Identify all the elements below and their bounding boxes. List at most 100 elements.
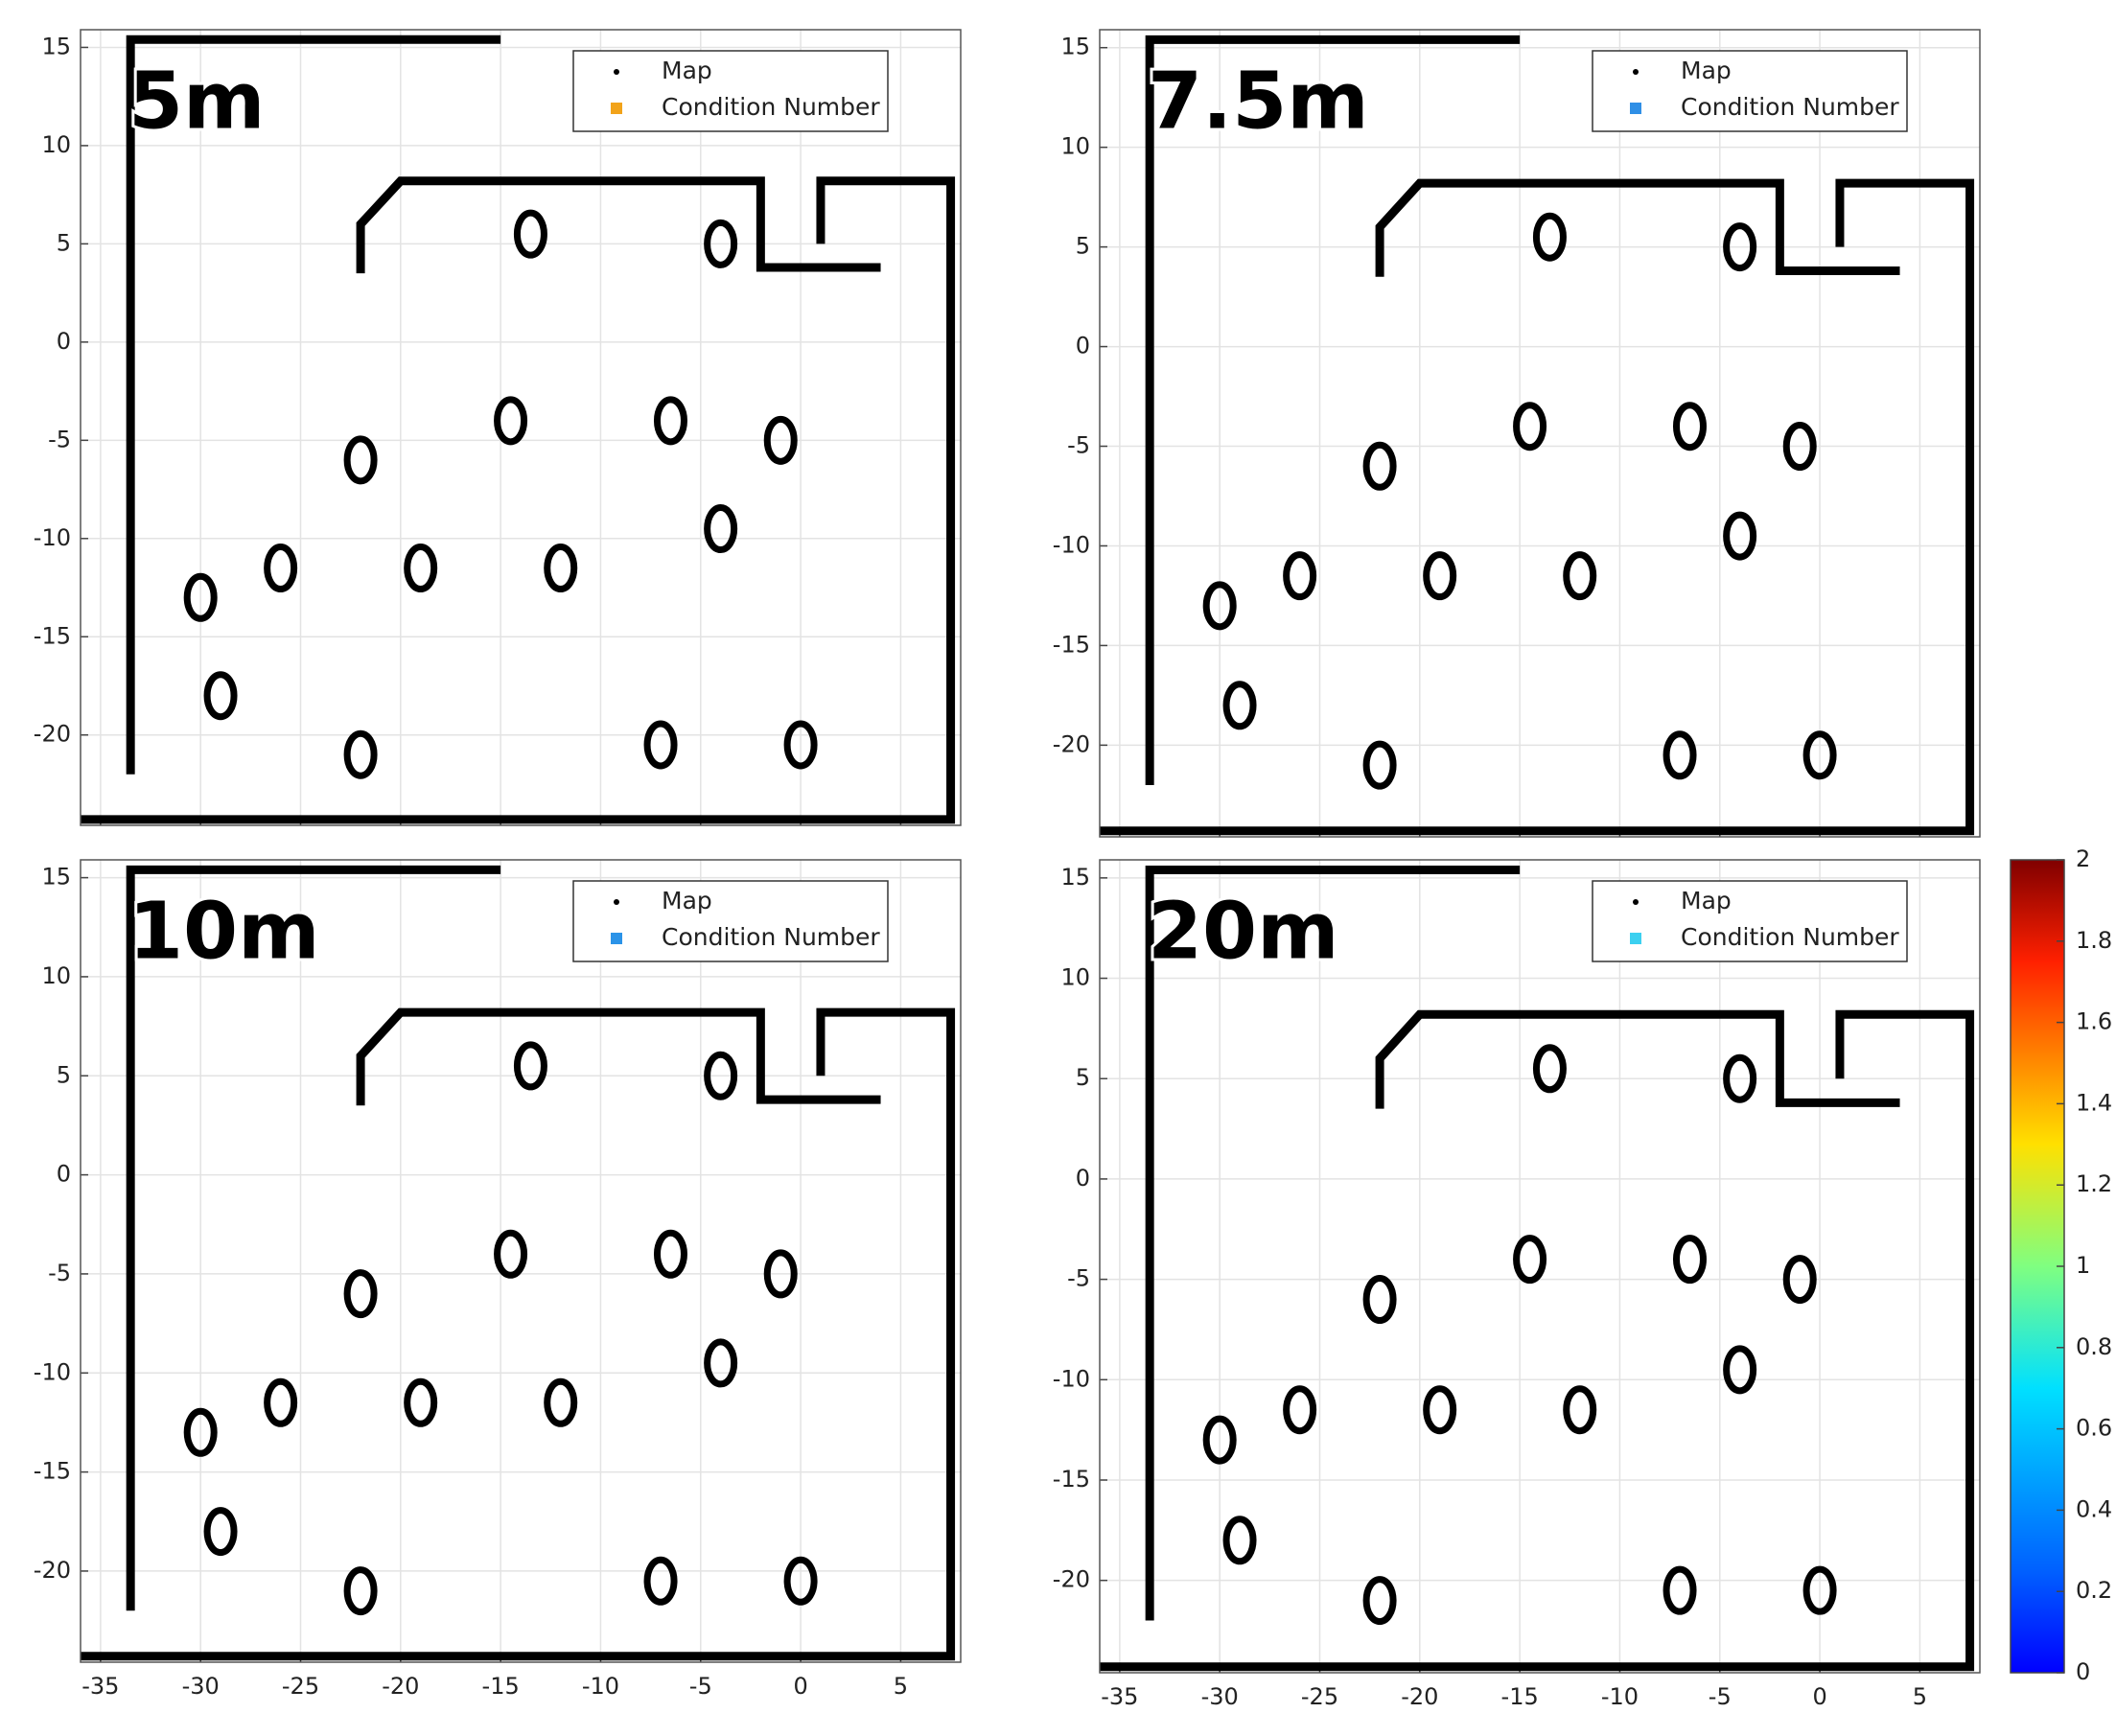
legend-label: Map	[1681, 887, 1732, 914]
y-tick-label: 10	[41, 131, 71, 158]
colorbar-tick-label: 1.2	[2076, 1170, 2112, 1197]
colorbar-tick-label: 1.4	[2076, 1089, 2112, 1116]
y-tick-label: 5	[57, 229, 71, 256]
y-tick-label: -20	[34, 721, 71, 748]
colorbar-tick-label: 1.8	[2076, 927, 2112, 954]
map-obstacle	[203, 671, 238, 721]
x-tick-label: -25	[1301, 1683, 1338, 1710]
map-obstacle	[264, 544, 298, 593]
x-tick-label: -30	[182, 1673, 220, 1700]
legend-label: Condition Number	[662, 923, 880, 951]
y-tick-label: -15	[1053, 631, 1090, 658]
legend-box	[572, 50, 889, 132]
map-obstacle	[1423, 551, 1457, 601]
map-obstacle	[1513, 402, 1547, 451]
legend-marker	[1633, 899, 1639, 905]
map-obstacle	[1802, 730, 1837, 780]
map-obstacle	[1513, 1235, 1547, 1285]
map-obstacle	[763, 415, 798, 465]
map-obstacle	[1663, 1565, 1697, 1615]
map-obstacle	[783, 720, 818, 770]
panel: -20 -15 -10 -5 0 5 10 15 7.5m Map Condition Number	[1053, 29, 1981, 838]
x-tick-label: -35	[1101, 1683, 1138, 1710]
map-wall	[1100, 178, 1975, 836]
panel-label: 20m	[1148, 886, 1339, 977]
map-wall	[81, 176, 956, 824]
map-obstacle	[513, 1041, 547, 1091]
y-tick-label: 0	[1076, 1165, 1090, 1192]
map-obstacle	[704, 219, 738, 268]
map-obstacle	[653, 1229, 687, 1279]
map-obstacle	[404, 544, 438, 593]
colorbar-tick-label: 0.6	[2076, 1415, 2112, 1442]
map-obstacle	[1782, 1255, 1817, 1305]
y-tick-label: -15	[1053, 1466, 1090, 1493]
map-wall	[1145, 35, 1521, 785]
y-tick-label: 15	[41, 864, 71, 891]
x-tick-label: -10	[1601, 1683, 1639, 1710]
map-obstacle	[1663, 730, 1697, 780]
map-obstacle	[544, 1377, 578, 1427]
legend-marker	[1633, 69, 1639, 75]
map-obstacle	[704, 504, 738, 554]
y-tick-label: 5	[1076, 233, 1090, 260]
map-obstacle	[1362, 1275, 1397, 1325]
y-tick-label: 10	[1060, 964, 1090, 991]
y-tick-label: -10	[1053, 531, 1090, 558]
y-tick-label: 0	[57, 328, 71, 355]
map-obstacle	[1362, 441, 1397, 491]
y-tick-label: 10	[1060, 133, 1090, 160]
map-wall	[1145, 865, 1521, 1621]
y-tick-label: -20	[1053, 1566, 1090, 1593]
y-tick-label: -20	[34, 1557, 71, 1584]
map-wall	[1375, 178, 1900, 277]
y-tick-label: 0	[57, 1161, 71, 1188]
map-obstacle	[1202, 1415, 1237, 1465]
legend-box	[1592, 50, 1908, 132]
map-obstacle	[1782, 422, 1817, 472]
y-tick-label: -20	[1053, 730, 1090, 757]
x-tick-label: 0	[1812, 1683, 1826, 1710]
map-wall	[1100, 1009, 1975, 1672]
legend-marker	[611, 933, 622, 944]
map-obstacle	[1723, 1345, 1757, 1395]
colorbar	[2010, 859, 2065, 1674]
y-tick-label: -10	[1053, 1365, 1090, 1392]
map-obstacle	[1202, 581, 1237, 631]
y-tick-label: 15	[1060, 864, 1090, 891]
colorbar-tick-label: 0	[2076, 1658, 2090, 1685]
legend-marker	[614, 899, 619, 905]
y-tick-label: -10	[34, 1358, 71, 1385]
map-obstacle	[704, 1051, 738, 1100]
x-tick-label: -10	[582, 1673, 619, 1700]
legend-marker	[1630, 103, 1641, 114]
x-tick-label: -5	[1709, 1683, 1732, 1710]
x-tick-label: 5	[1913, 1683, 1927, 1710]
x-tick-label: -20	[382, 1673, 419, 1700]
map-obstacle	[183, 572, 218, 622]
legend-label: Map	[662, 887, 712, 914]
y-tick-label: -5	[1067, 1265, 1090, 1292]
map-obstacle	[1222, 1516, 1257, 1565]
panel: -20 -15 -10 -5 0 5 10 15 -35 -30 -25 -20 -15 -10 -5 0 5 1…	[34, 859, 962, 1700]
map-obstacle	[203, 1507, 238, 1557]
y-tick-label: -10	[34, 524, 71, 551]
legend-box	[572, 880, 889, 962]
map-wall	[81, 1007, 956, 1661]
x-tick-label: -25	[282, 1673, 319, 1700]
map-obstacle	[264, 1377, 298, 1427]
map-obstacle	[1723, 511, 1757, 561]
map-wall	[126, 35, 501, 775]
map-wall	[356, 176, 881, 274]
map-obstacle	[343, 1269, 378, 1319]
map-obstacle	[494, 396, 528, 446]
x-tick-label: -30	[1201, 1683, 1239, 1710]
map-obstacle	[653, 396, 687, 446]
x-tick-label: -5	[689, 1673, 712, 1700]
map-obstacle	[1222, 681, 1257, 730]
map-obstacle	[513, 209, 547, 259]
colorbar-tick-label: 2	[2076, 845, 2090, 872]
legend-label: Condition Number	[662, 93, 880, 121]
y-tick-label: 15	[41, 33, 71, 59]
map-obstacle	[1723, 1053, 1757, 1103]
